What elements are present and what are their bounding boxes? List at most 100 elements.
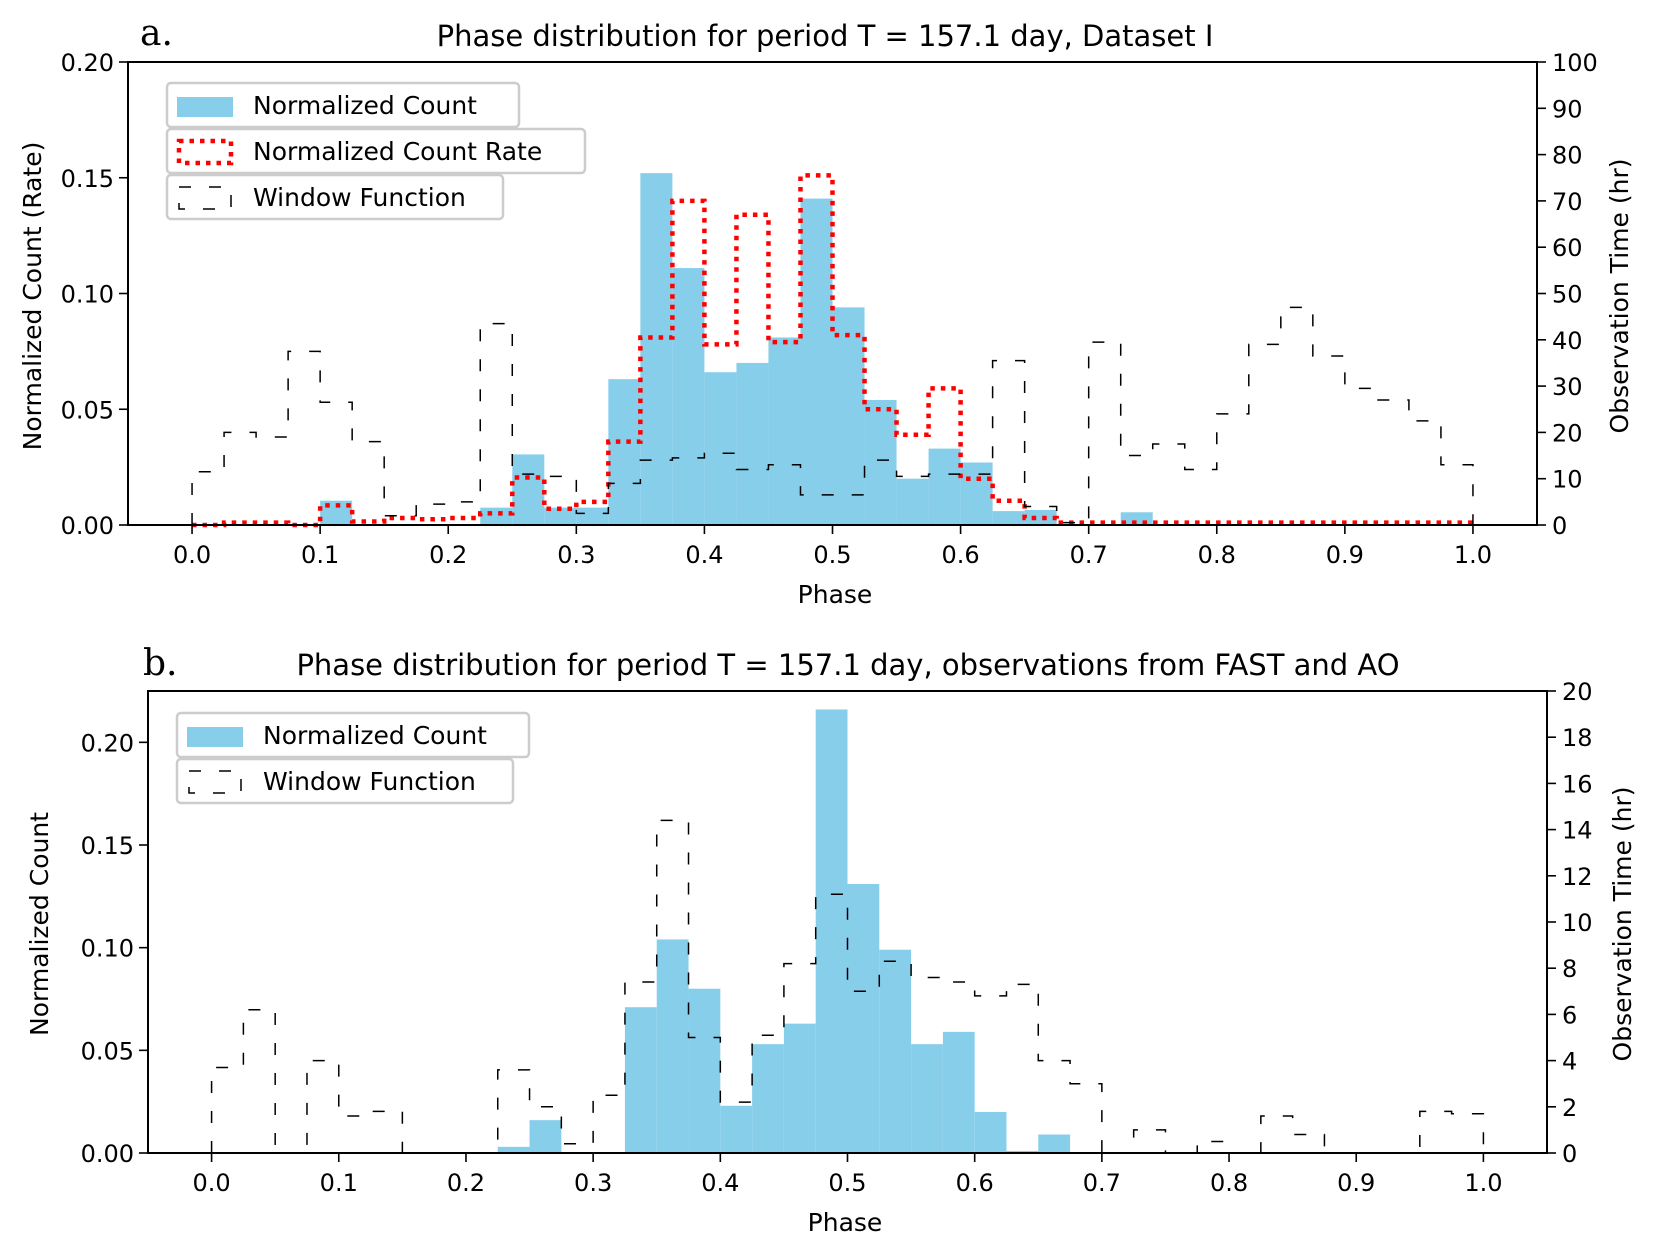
panel-b-bar-14	[656, 939, 689, 1153]
panel-b-legend-swatch-window-function	[188, 770, 242, 794]
panel-a-bar-25	[992, 511, 1025, 525]
panel-a-bar-16	[704, 372, 737, 525]
panel-b-legend: Normalized Count Window Function	[175, 711, 531, 805]
panel-b-xtick-label-0: 0.0	[193, 1169, 231, 1197]
panel-a-legend-box-window-function	[165, 173, 505, 221]
panel-b-bar-9	[497, 1146, 530, 1153]
panel-b-xtick-label-4: 0.4	[701, 1169, 739, 1197]
panel-a-bar-17	[736, 362, 769, 525]
panel-b-bar-26	[1038, 1134, 1071, 1153]
panel-b-ytick-label-4: 0.20	[81, 729, 134, 757]
panel-b-ytick-label-3: 0.15	[81, 832, 134, 860]
panel-a-legend-label-window-function: Window Function	[253, 183, 466, 212]
panel-a-xtick-label-5: 0.5	[813, 541, 851, 569]
panel-a-bar-10	[512, 454, 545, 525]
panel-a-bar-15	[672, 268, 705, 525]
panel-a-xlabel: Phase	[798, 580, 873, 609]
panel-a-y2tick-label-8: 80	[1552, 142, 1583, 170]
panel-a-legend-box-normalized-count	[165, 81, 521, 129]
panel-a-legend-label-normalized-count: Normalized Count	[253, 91, 477, 120]
panel-b-bar-19	[815, 709, 848, 1153]
panel-a-bar-23	[928, 448, 961, 525]
panel-b-xlabel: Phase	[808, 1208, 883, 1237]
panel-a-xtick-label-10: 1.0	[1454, 541, 1492, 569]
panel-a-y2label: Observation Time (hr)	[1605, 159, 1634, 434]
panel-b-y2label: Observation Time (hr)	[1608, 787, 1637, 1062]
panel-a-bar-19	[800, 198, 833, 525]
panel-b-ytick-label-0: 0.00	[81, 1140, 134, 1168]
panel-a-y2tick-label-6: 60	[1552, 234, 1583, 262]
panel-a-bar-24	[960, 462, 993, 525]
panel-a-y2tick-label-2: 20	[1552, 419, 1583, 447]
panel-a-ytick-label-3: 0.15	[61, 165, 114, 193]
panel-a-legend-box-normalized-count-rate	[165, 127, 587, 175]
panel-b-bar-22	[911, 1044, 943, 1153]
panel-b: b. Phase distribution for period T = 157…	[25, 643, 1637, 1237]
panel-b-y2tick-label-10: 20	[1562, 678, 1593, 706]
panel-b-xtick-label-9: 0.9	[1337, 1169, 1375, 1197]
panel-b-bar-16	[720, 1105, 753, 1153]
panel-b-legend-box-window-function	[175, 757, 515, 805]
panel-b-xtick-label-6: 0.6	[956, 1169, 994, 1197]
panel-a-xtick-label-7: 0.7	[1070, 541, 1108, 569]
panel-b-line-window-function	[210, 819, 1485, 1154]
panel-a-bar-11	[544, 507, 577, 525]
panel-b-y2tick-label-2: 4	[1562, 1048, 1577, 1076]
panel-b-xtick-label-8: 0.8	[1210, 1169, 1248, 1197]
panel-a-xtick-label-9: 0.9	[1326, 541, 1364, 569]
panel-a-y2tick-label-1: 10	[1552, 466, 1583, 494]
panel-b-y2tick-label-1: 2	[1562, 1094, 1577, 1122]
panel-b-y2tick-label-6: 12	[1562, 863, 1593, 891]
panel-b-bar-10	[529, 1120, 562, 1153]
panel-a-bar-14	[640, 173, 673, 525]
panel-a-xtick-label-8: 0.8	[1198, 541, 1236, 569]
panel-a-bar-26	[1024, 509, 1057, 525]
panel-b-bar-23	[942, 1031, 975, 1153]
panel-a-title: Phase distribution for period T = 157.1 …	[437, 19, 1214, 53]
panel-b-legend-swatch-normalized-count	[187, 727, 243, 747]
panel-b-title: Phase distribution for period T = 157.1 …	[296, 648, 1399, 682]
panel-b-bar-15	[688, 988, 721, 1153]
panel-a-y2tick-label-4: 40	[1552, 327, 1583, 355]
panel-a-xtick-label-6: 0.6	[942, 541, 980, 569]
panel-a-bar-20	[832, 307, 865, 525]
panel-a-ylabel: Normalized Count (Rate)	[18, 142, 47, 451]
panel-a-legend: Normalized Count Normalized Count Rate Win…	[165, 81, 587, 221]
panel-b-y2tick-label-4: 8	[1562, 955, 1577, 983]
panel-a-xtick-label-3: 0.3	[557, 541, 595, 569]
panel-a-xtick-label-4: 0.4	[685, 541, 723, 569]
panel-a-legend-swatch-normalized-count	[177, 97, 233, 117]
panel-a-ytick-label-4: 0.20	[61, 49, 114, 77]
panel-a-ytick-label-1: 0.05	[61, 396, 114, 424]
panel-b-legend-label-normalized-count: Normalized Count	[263, 721, 487, 750]
panel-a-xtick-label-1: 0.1	[301, 541, 339, 569]
panel-a-legend-swatch-normalized-count-rate	[176, 138, 234, 166]
panel-a-y2tick-label-9: 90	[1552, 95, 1583, 123]
panel-a-y2tick-label-5: 50	[1552, 281, 1583, 309]
panel-b-legend-box-normalized-count	[175, 711, 531, 759]
panel-a-bar-22	[896, 478, 929, 525]
panel-a-bar-12	[576, 507, 609, 525]
panel-a-ytick-label-2: 0.10	[61, 281, 114, 309]
panel-a-bar-21	[864, 399, 897, 525]
panel-a: a. Phase distribution for period T = 157…	[18, 13, 1634, 609]
panel-b-bar-25	[1006, 1150, 1039, 1153]
panel-b-bar-21	[879, 949, 912, 1153]
panel-a-bar-13	[608, 379, 641, 525]
panel-a-line-window-function	[191, 306, 1474, 525]
panel-b-xtick-label-1: 0.1	[320, 1169, 358, 1197]
panel-a-legend-swatch-window-function	[178, 186, 232, 210]
panel-b-bar-24	[974, 1111, 1007, 1153]
panel-b-y2tick-label-7: 14	[1562, 817, 1593, 845]
panel-a-ytick-label-0: 0.00	[61, 512, 114, 540]
panel-b-bar-17	[752, 1044, 784, 1153]
panel-b-y2tick-label-8: 16	[1562, 770, 1593, 798]
panel-b-y2tick-label-9: 18	[1562, 724, 1593, 752]
panel-a-y2tick-label-10: 100	[1552, 49, 1598, 77]
panel-a-y2tick-label-3: 30	[1552, 373, 1583, 401]
panel-b-xtick-label-10: 1.0	[1464, 1169, 1502, 1197]
panel-a-label: a.	[140, 13, 173, 54]
panel-a-y2tick-label-7: 70	[1552, 188, 1583, 216]
panel-b-ytick-label-1: 0.05	[81, 1037, 134, 1065]
